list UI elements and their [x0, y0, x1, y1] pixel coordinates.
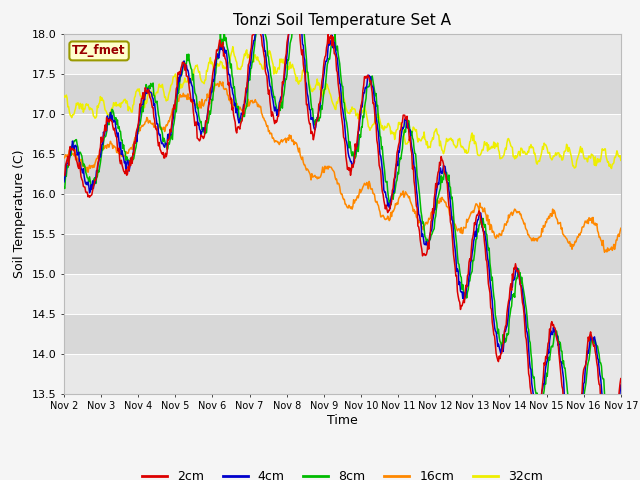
- Bar: [64, 193, 621, 234]
- Bar: [64, 274, 621, 313]
- Bar: [64, 234, 621, 274]
- Bar: [64, 114, 621, 154]
- Legend: 2cm, 4cm, 8cm, 16cm, 32cm: 2cm, 4cm, 8cm, 16cm, 32cm: [137, 465, 548, 480]
- X-axis label: Time: Time: [327, 414, 358, 427]
- Bar: [64, 73, 621, 114]
- Bar: [64, 34, 621, 73]
- Bar: [64, 354, 621, 394]
- Bar: [64, 313, 621, 354]
- Y-axis label: Soil Temperature (C): Soil Temperature (C): [13, 149, 26, 278]
- Title: Tonzi Soil Temperature Set A: Tonzi Soil Temperature Set A: [234, 13, 451, 28]
- Text: TZ_fmet: TZ_fmet: [72, 44, 126, 58]
- Bar: [64, 154, 621, 193]
